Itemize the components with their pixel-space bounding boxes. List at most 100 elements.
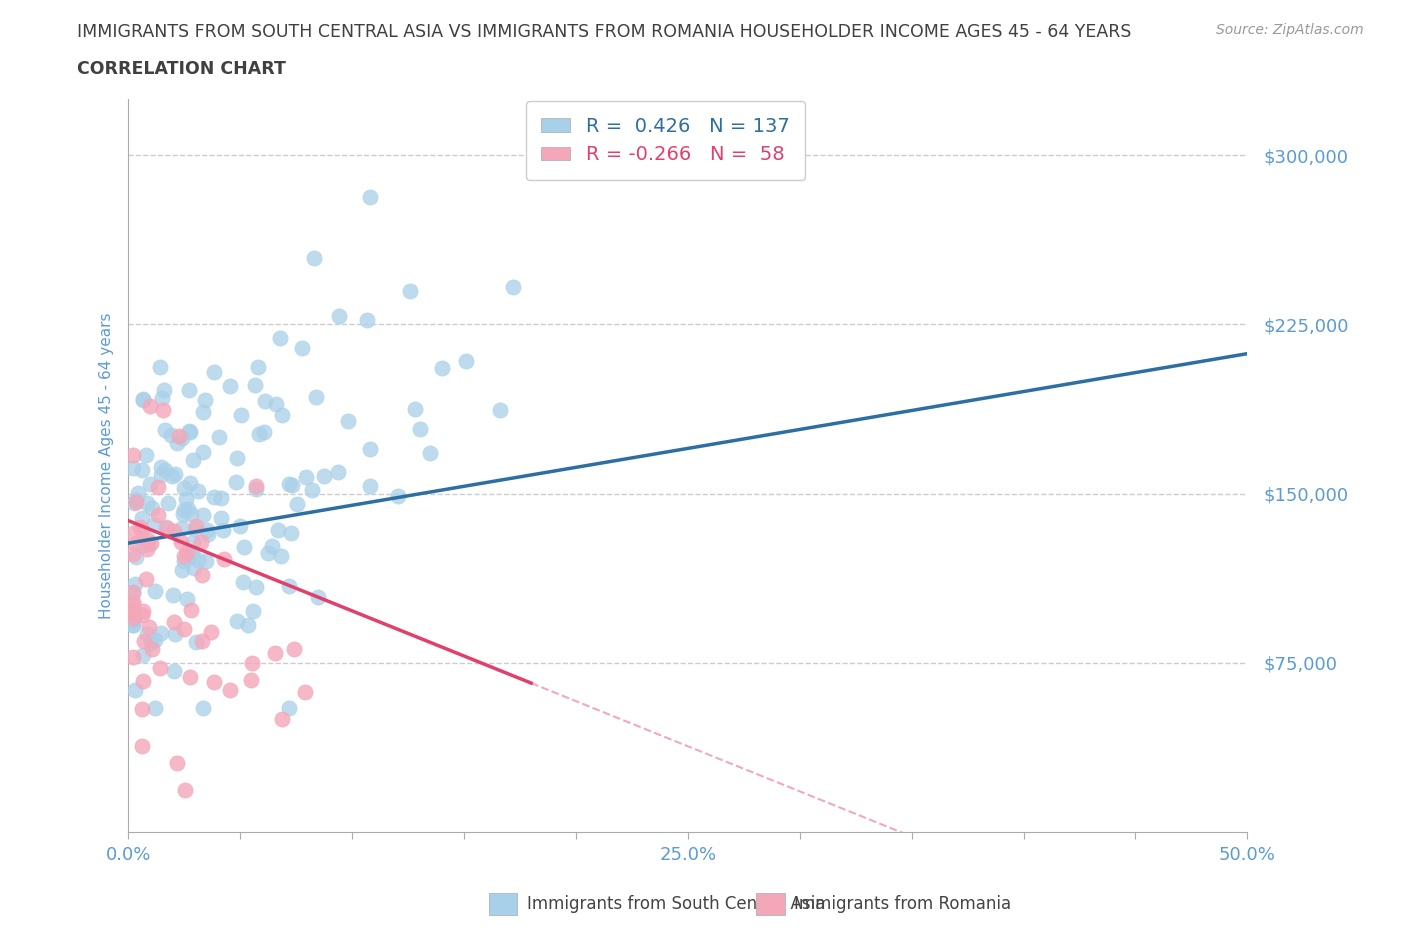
Point bbox=[232, 539, 254, 554]
Point bbox=[399, 284, 422, 299]
Point bbox=[179, 424, 201, 439]
Point bbox=[409, 421, 432, 436]
Point bbox=[149, 459, 172, 474]
Point bbox=[281, 477, 304, 492]
Point bbox=[121, 603, 143, 618]
Point bbox=[124, 683, 146, 698]
Point bbox=[184, 522, 207, 537]
Point bbox=[245, 579, 267, 594]
Point bbox=[257, 546, 280, 561]
Point bbox=[155, 422, 177, 437]
Point bbox=[200, 624, 222, 639]
Point bbox=[240, 656, 263, 671]
Point bbox=[176, 545, 198, 560]
Point bbox=[121, 585, 143, 600]
Point bbox=[122, 594, 145, 609]
Point bbox=[219, 683, 242, 698]
Point bbox=[149, 468, 172, 483]
Point bbox=[489, 403, 512, 418]
Point bbox=[191, 405, 214, 419]
Point bbox=[173, 481, 195, 496]
Point bbox=[141, 635, 163, 650]
Point bbox=[121, 650, 143, 665]
Point bbox=[194, 392, 217, 407]
Point bbox=[170, 431, 193, 445]
Point bbox=[173, 549, 195, 564]
Point bbox=[202, 489, 225, 504]
Point bbox=[176, 491, 198, 506]
Point bbox=[270, 407, 292, 422]
Point bbox=[202, 365, 225, 379]
Point bbox=[356, 312, 378, 327]
Point bbox=[267, 523, 290, 538]
Point bbox=[127, 485, 149, 500]
Point bbox=[167, 429, 190, 444]
Point bbox=[143, 584, 166, 599]
Point bbox=[142, 518, 165, 533]
Point bbox=[177, 501, 200, 516]
Point bbox=[121, 447, 143, 462]
Point bbox=[191, 700, 214, 715]
Point bbox=[253, 425, 276, 440]
Point bbox=[328, 309, 350, 324]
Point bbox=[160, 469, 183, 484]
Point bbox=[337, 414, 360, 429]
Legend: R =  0.426   N = 137, R = -0.266   N =  58: R = 0.426 N = 137, R = -0.266 N = 58 bbox=[526, 101, 806, 179]
Point bbox=[184, 518, 207, 533]
Point bbox=[253, 393, 276, 408]
Point bbox=[173, 502, 195, 517]
Point bbox=[419, 445, 441, 460]
Point bbox=[149, 359, 172, 374]
Point bbox=[143, 632, 166, 647]
Point bbox=[141, 500, 163, 515]
Point bbox=[131, 673, 153, 688]
Point bbox=[280, 526, 302, 541]
Point bbox=[131, 462, 153, 477]
Point bbox=[165, 627, 187, 642]
Point bbox=[131, 607, 153, 622]
Point bbox=[245, 478, 267, 493]
Point bbox=[285, 497, 308, 512]
Point bbox=[264, 645, 287, 660]
Point bbox=[387, 489, 409, 504]
Point bbox=[125, 550, 148, 565]
Point bbox=[294, 684, 316, 699]
Point bbox=[162, 588, 184, 603]
Point bbox=[291, 340, 314, 355]
Point bbox=[270, 549, 292, 564]
Point bbox=[148, 508, 170, 523]
Point bbox=[124, 536, 146, 551]
Point bbox=[134, 538, 156, 552]
Point bbox=[218, 379, 240, 393]
Point bbox=[180, 548, 202, 563]
Point bbox=[181, 452, 204, 467]
Point bbox=[262, 538, 284, 553]
Point bbox=[246, 359, 269, 374]
Point bbox=[179, 475, 201, 490]
Point bbox=[172, 521, 194, 536]
Point bbox=[125, 495, 148, 510]
Point bbox=[121, 547, 143, 562]
Point bbox=[180, 506, 202, 521]
Point bbox=[225, 474, 247, 489]
Point bbox=[163, 664, 186, 679]
Point bbox=[156, 496, 179, 511]
Point bbox=[131, 511, 153, 525]
Point bbox=[195, 523, 218, 538]
Point bbox=[186, 635, 208, 650]
Point bbox=[138, 619, 160, 634]
Point bbox=[264, 397, 287, 412]
Point bbox=[149, 660, 172, 675]
Point bbox=[129, 520, 152, 535]
Point bbox=[121, 606, 143, 621]
Point bbox=[159, 428, 181, 443]
Point bbox=[132, 604, 155, 618]
Text: Immigrants from South Central Asia: Immigrants from South Central Asia bbox=[527, 895, 825, 913]
Point bbox=[172, 562, 194, 577]
Point bbox=[238, 618, 260, 632]
Point bbox=[139, 399, 162, 414]
Point bbox=[359, 442, 381, 457]
Point bbox=[136, 532, 159, 547]
Point bbox=[430, 361, 453, 376]
Point bbox=[228, 518, 250, 533]
